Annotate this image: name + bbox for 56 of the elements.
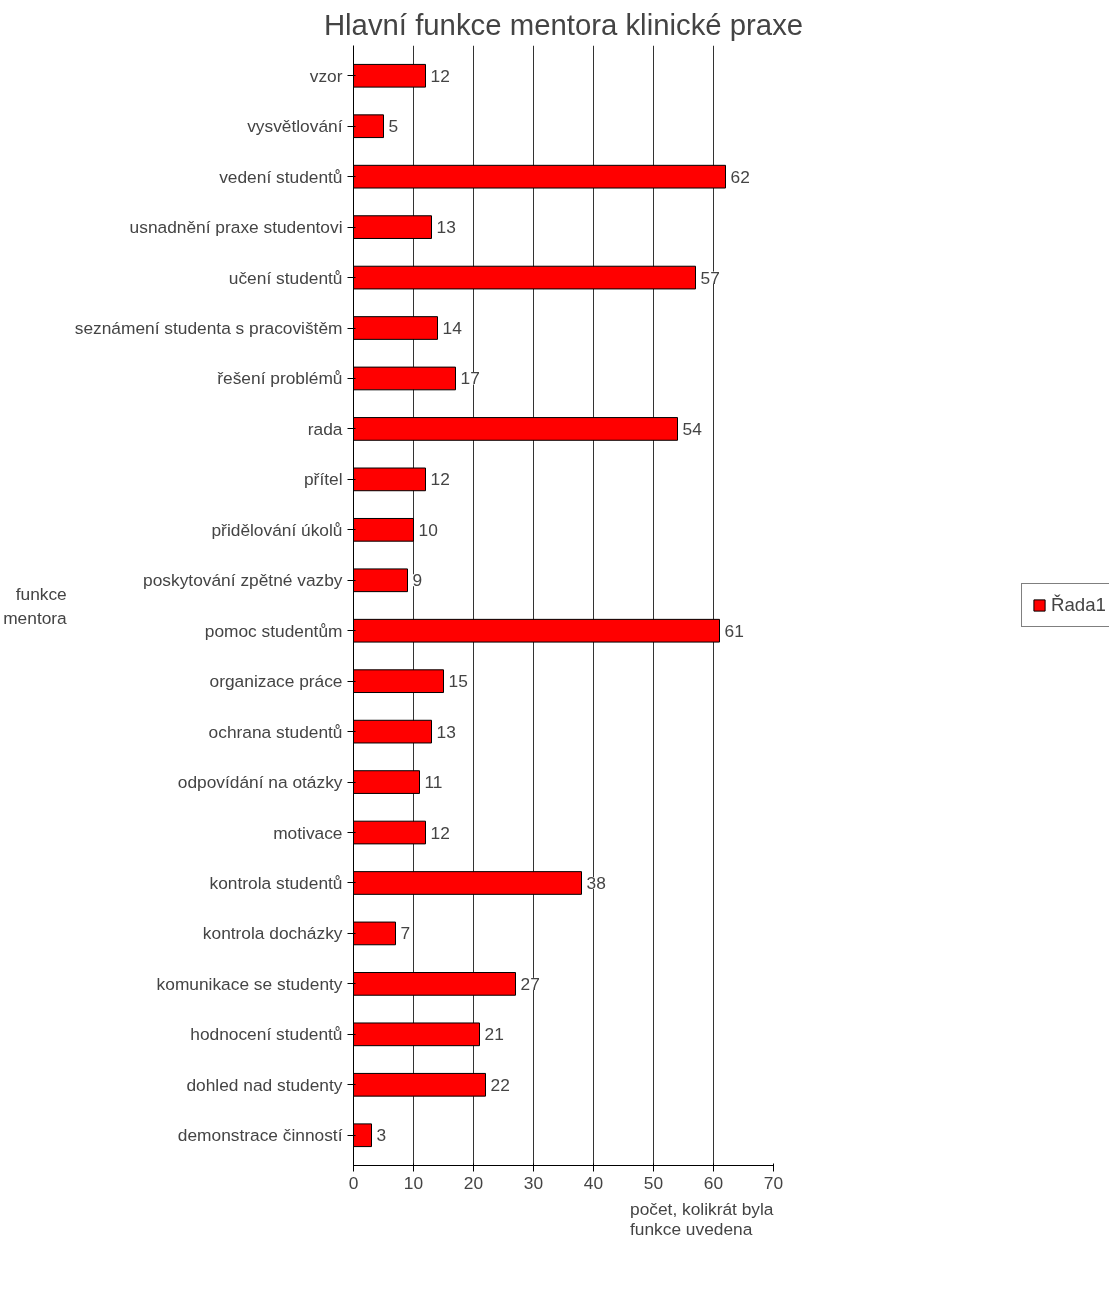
x-tick-label: 40 <box>583 1172 604 1193</box>
y-tick-label: demonstrace činností <box>177 1125 343 1146</box>
data-label: 9 <box>412 570 423 591</box>
data-label: 21 <box>484 1024 504 1045</box>
legend-label: Řada1 <box>1051 594 1106 616</box>
data-label: 54 <box>682 418 703 439</box>
y-tick-label: motivace <box>273 822 343 843</box>
data-label: 12 <box>430 822 450 843</box>
data-label: 13 <box>436 721 456 742</box>
y-tick-label: učení studentů <box>228 267 343 288</box>
x-tick-label: 70 <box>763 1172 784 1193</box>
data-label: 5 <box>388 116 399 137</box>
data-label: 27 <box>520 973 540 994</box>
y-tick-label: přítel <box>303 469 343 490</box>
data-label: 17 <box>460 368 480 389</box>
data-label: 57 <box>700 267 720 288</box>
y-tick-label: vysvětlování <box>247 116 343 137</box>
data-label: 14 <box>442 318 463 339</box>
x-tick-label: 60 <box>703 1172 724 1193</box>
chart-title: Hlavní funkce mentora klinické praxe <box>323 7 804 41</box>
data-label: 61 <box>724 620 744 641</box>
x-tick-label: 30 <box>523 1172 544 1193</box>
data-label: 10 <box>418 519 438 540</box>
y-tick-label: organizace práce <box>209 671 343 692</box>
y-tick-label: rada <box>307 418 343 439</box>
data-label: 15 <box>448 671 468 692</box>
x-tick-label: 10 <box>403 1172 424 1193</box>
data-label: 22 <box>490 1074 510 1095</box>
data-label: 12 <box>430 65 450 86</box>
data-label: 11 <box>424 772 443 793</box>
y-axis-title: funkce mentora <box>3 583 68 628</box>
x-tick-label: 0 <box>348 1172 359 1193</box>
data-label: 12 <box>430 469 450 490</box>
x-tick-label: 50 <box>643 1172 664 1193</box>
y-tick-label: řešení problémů <box>217 368 343 389</box>
data-label: 3 <box>376 1125 387 1146</box>
y-tick-label: usnadnění praxe studentovi <box>129 217 343 238</box>
data-label: 62 <box>730 166 750 187</box>
y-tick-label: kontrola studentů <box>209 872 343 893</box>
y-tick-label: vedení studentů <box>219 166 343 187</box>
y-tick-label: dohled nad studenty <box>186 1074 343 1095</box>
y-tick-label: ochrana studentů <box>208 721 343 742</box>
y-tick-label: odpovídání na otázky <box>177 772 343 793</box>
x-tick-label: 20 <box>463 1172 484 1193</box>
y-tick-label: seznámení studenta s pracovištěm <box>74 318 343 339</box>
y-tick-label: vzor <box>309 65 343 86</box>
y-tick-label: poskytování zpětné vazby <box>143 570 343 591</box>
y-tick-label: komunikace se studenty <box>156 973 343 994</box>
y-tick-label: hodnocení studentů <box>190 1024 343 1045</box>
data-label: 7 <box>400 923 411 944</box>
data-label: 13 <box>436 217 456 238</box>
y-tick-label: kontrola docházky <box>202 923 343 944</box>
y-tick-label: pomoc studentům <box>204 620 343 641</box>
data-label: 38 <box>586 872 606 893</box>
x-axis-title: počet, kolikrát byla funkce uvedena <box>629 1198 774 1239</box>
y-tick-label: přidělování úkolů <box>211 519 343 540</box>
